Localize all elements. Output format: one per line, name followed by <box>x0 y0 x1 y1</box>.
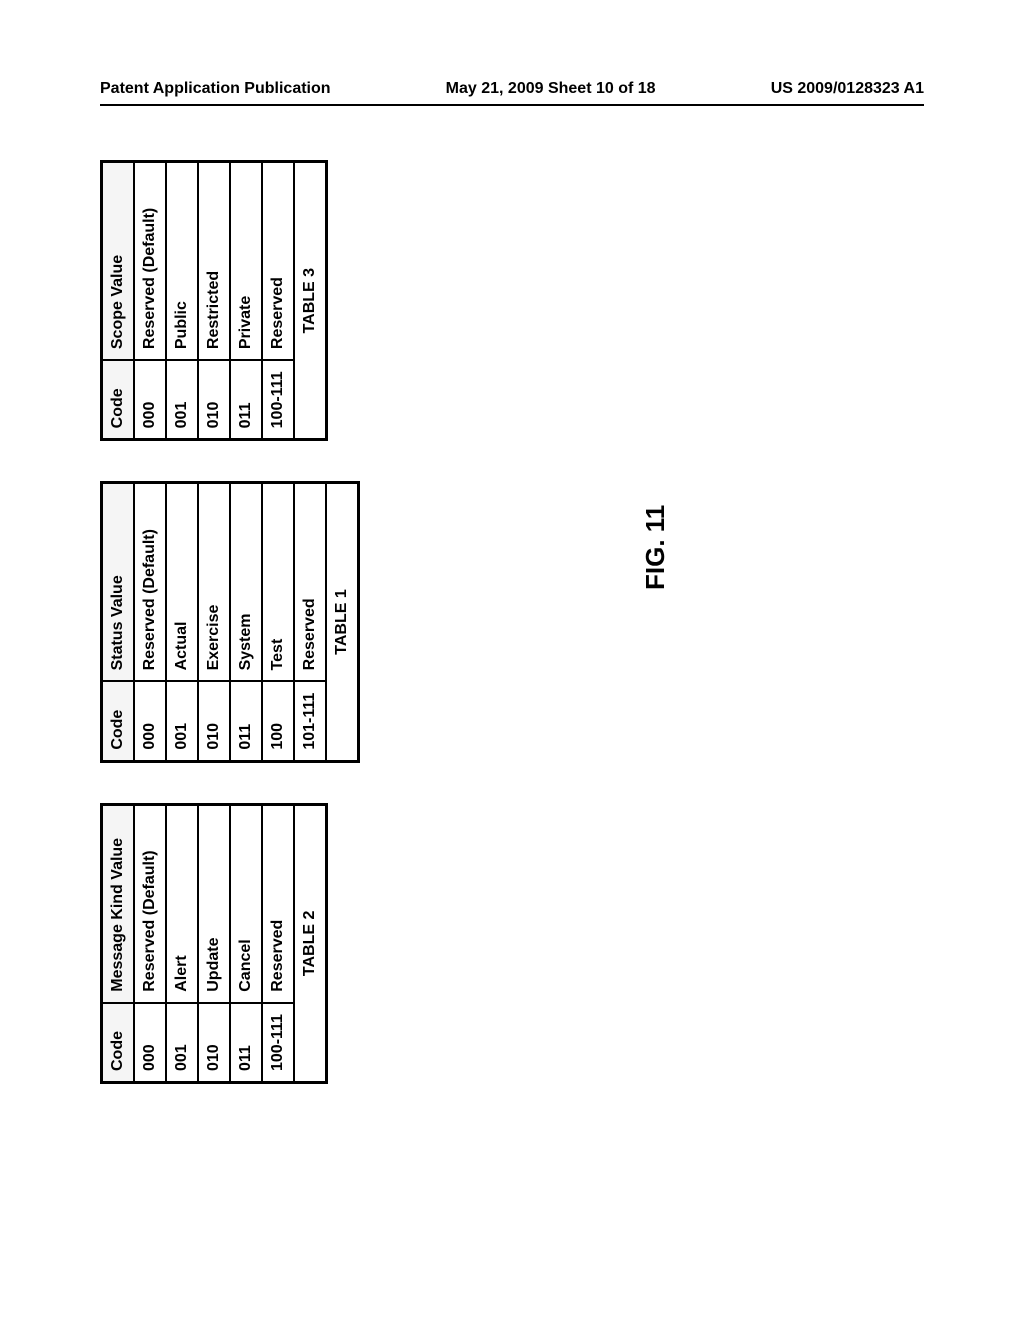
cell-code: 011 <box>230 1003 262 1083</box>
cell-value: Alert <box>166 804 198 1003</box>
header-right: US 2009/0128323 A1 <box>771 80 924 98</box>
table-row: 001Actual <box>166 483 198 761</box>
table1-caption: TABLE 1 <box>326 483 359 761</box>
cell-code: 100 <box>262 681 294 761</box>
col-header-code: Code <box>102 681 135 761</box>
cell-value: Reserved <box>294 483 326 682</box>
table-row: 100-111Reserved <box>262 162 294 440</box>
cell-value: Public <box>166 162 198 361</box>
table-row: 001Alert <box>166 804 198 1082</box>
col-header-value: Scope Value <box>102 162 135 361</box>
table-row: 010Update <box>198 804 230 1082</box>
cell-code: 100-111 <box>262 1003 294 1083</box>
cell-value: Update <box>198 804 230 1003</box>
cell-value: Reserved <box>262 162 294 361</box>
cell-code: 011 <box>230 681 262 761</box>
table-row: 001Public <box>166 162 198 440</box>
table-row: 011Cancel <box>230 804 262 1082</box>
cell-code: 000 <box>134 360 166 440</box>
table-caption-row: TABLE 3 <box>294 162 327 440</box>
table-header-row: Code Message Kind Value <box>102 804 135 1082</box>
cell-code: 011 <box>230 360 262 440</box>
table-row: 101-111Reserved <box>294 483 326 761</box>
table2-wrapper: Code Message Kind Value 000Reserved (Def… <box>100 803 328 1084</box>
cell-value: Reserved (Default) <box>134 162 166 361</box>
cell-code: 001 <box>166 360 198 440</box>
table-row: 011System <box>230 483 262 761</box>
header-center: May 21, 2009 Sheet 10 of 18 <box>446 80 656 98</box>
cell-value: Actual <box>166 483 198 682</box>
cell-code: 000 <box>134 1003 166 1083</box>
cell-code: 000 <box>134 681 166 761</box>
cell-value: Restricted <box>198 162 230 361</box>
table-row: 100Test <box>262 483 294 761</box>
col-header-value: Status Value <box>102 483 135 682</box>
cell-value: Exercise <box>198 483 230 682</box>
cell-code: 010 <box>198 1003 230 1083</box>
cell-code: 001 <box>166 681 198 761</box>
table-row: 010Exercise <box>198 483 230 761</box>
cell-value: Reserved (Default) <box>134 804 166 1003</box>
cell-code: 001 <box>166 1003 198 1083</box>
cell-code: 101-111 <box>294 681 326 761</box>
figure-label: FIG. 11 <box>640 505 671 590</box>
table-row: 011Private <box>230 162 262 440</box>
table1: Code Status Value 000Reserved (Default) … <box>100 481 360 762</box>
cell-value: Test <box>262 483 294 682</box>
cell-value: Reserved <box>262 804 294 1003</box>
table2-caption: TABLE 2 <box>294 804 327 1082</box>
page-header: Patent Application Publication May 21, 2… <box>0 80 1024 98</box>
table-row: 000Reserved (Default) <box>134 483 166 761</box>
header-left: Patent Application Publication <box>100 80 331 98</box>
cell-value: System <box>230 483 262 682</box>
cell-code: 100-111 <box>262 360 294 440</box>
table-caption-row: TABLE 2 <box>294 804 327 1082</box>
table-header-row: Code Status Value <box>102 483 135 761</box>
table3: Code Scope Value 000Reserved (Default) 0… <box>100 160 328 441</box>
table3-wrapper: Code Scope Value 000Reserved (Default) 0… <box>100 160 328 441</box>
col-header-code: Code <box>102 1003 135 1083</box>
cell-value: Private <box>230 162 262 361</box>
table3-caption: TABLE 3 <box>294 162 327 440</box>
col-header-value: Message Kind Value <box>102 804 135 1003</box>
cell-value: Cancel <box>230 804 262 1003</box>
table-row: 000Reserved (Default) <box>134 162 166 440</box>
table-header-row: Code Scope Value <box>102 162 135 440</box>
tables-container: Code Message Kind Value 000Reserved (Def… <box>100 160 360 1084</box>
cell-value: Reserved (Default) <box>134 483 166 682</box>
table-row: 100-111Reserved <box>262 804 294 1082</box>
table1-wrapper: Code Status Value 000Reserved (Default) … <box>100 481 360 762</box>
table-caption-row: TABLE 1 <box>326 483 359 761</box>
table-row: 000Reserved (Default) <box>134 804 166 1082</box>
cell-code: 010 <box>198 360 230 440</box>
col-header-code: Code <box>102 360 135 440</box>
table2: Code Message Kind Value 000Reserved (Def… <box>100 803 328 1084</box>
table-row: 010Restricted <box>198 162 230 440</box>
header-rule <box>100 104 924 106</box>
cell-code: 010 <box>198 681 230 761</box>
